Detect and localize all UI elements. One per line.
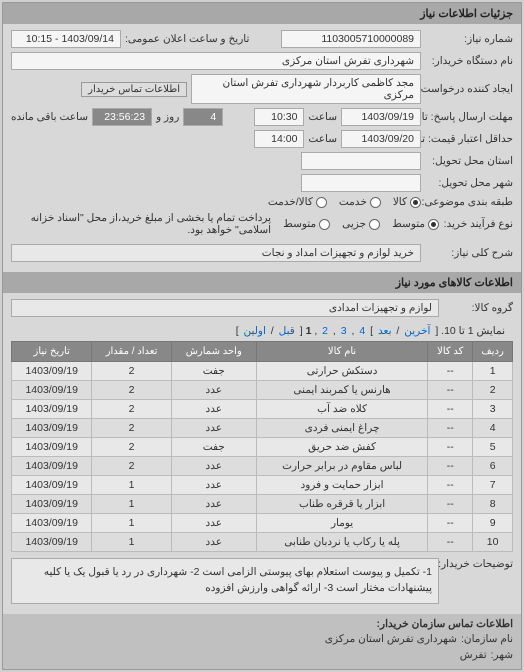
table-row: 6--لباس مقاوم در برابر حرارتعدد21403/09/… [12, 457, 513, 476]
valid-label: حداقل اعتبار قیمت: تا تاریخ: [425, 133, 513, 146]
footer-org-label: نام سازمان: [461, 633, 513, 645]
delivery-prov-value [301, 152, 421, 170]
col-header: تاریخ نیاز [12, 342, 92, 362]
footer-city-label: شهر: [491, 649, 513, 661]
valid-date: 1403/09/20 [341, 130, 421, 148]
requester-label: ایجاد کننده درخواست: [425, 83, 513, 95]
proc-label: نوع فرآیند خرید: [443, 218, 513, 230]
summary-value: خرید لوازم و تجهیزات امداد و نجات [11, 244, 421, 262]
table-row: 4--چراغ ایمنی فردیعدد21403/09/19 [12, 419, 513, 438]
goods-group-value: لوازم و تجهیزات امدادی [11, 299, 439, 317]
table-row: 10--پله یا رکاب یا نردبان طنابیعدد11403/… [12, 533, 513, 552]
pager-last[interactable]: آخرین [404, 325, 430, 337]
buyer-desc-value: 1- تکمیل و پیوست استعلام بهای پیوستی الز… [11, 558, 439, 604]
delivery-city-value [301, 174, 421, 192]
proc-opt-0[interactable]: متوسط [392, 218, 439, 230]
deadline-send-label: مهلت ارسال پاسخ: تا تاریخ: [425, 111, 513, 124]
proc-opt-1[interactable]: جزیی [342, 218, 380, 230]
days-unit: روز و [156, 111, 179, 123]
footer-title: اطلاعات تماس سازمان خریدار: [11, 618, 513, 630]
pager-page-3[interactable]: 3 [341, 325, 347, 337]
col-header: کد کالا [428, 342, 473, 362]
time-label-2: ساعت [308, 133, 337, 145]
table-row: 8--ابزار یا قرقره طنابعدد11403/09/19 [12, 495, 513, 514]
table-row: 5--کفش ضد حریقجفت21403/09/19 [12, 438, 513, 457]
pack-opt-1[interactable]: خدمت [339, 196, 381, 208]
buyer-org-value: شهرداری تفرش استان مرکزی [11, 52, 421, 70]
delivery-city-label: شهر محل تحویل: [425, 177, 513, 189]
table-row: 1--دستکش حرارتیجفت21403/09/19 [12, 362, 513, 381]
details-header: جزئیات اطلاعات نیاز [3, 3, 521, 24]
requester-value: مجد کاظمی کاربردار شهرداری تفرش استان مر… [191, 74, 421, 104]
announce-value: 1403/09/14 - 10:15 [11, 30, 121, 48]
time-remaining-suffix: ساعت باقی مانده [11, 111, 88, 123]
pack-opt-2[interactable]: کالا/خدمت [268, 196, 327, 208]
table-row: 2--هارنس یا کمربند ایمنیعدد21403/09/19 [12, 381, 513, 400]
col-header: نام کالا [256, 342, 427, 362]
pack-label: طبقه بندی موضوعی: [425, 196, 513, 208]
goods-table: ردیفکد کالانام کالاواحد شمارشتعداد / مقد… [11, 341, 513, 552]
req-no-label: شماره نیاز: [425, 33, 513, 45]
col-header: تعداد / مقدار [92, 342, 171, 362]
footer-city-value: تفرش [460, 649, 487, 661]
deadline-date: 1403/09/19 [341, 108, 421, 126]
req-no-value: 1103005710000089 [281, 30, 421, 48]
form-area: شماره نیاز: 1103005710000089 تاریخ و ساع… [3, 24, 521, 272]
days-remaining: 4 [183, 108, 223, 126]
table-row: 9--یومارعدد11403/09/19 [12, 514, 513, 533]
proc-radio-group: متوسط جزیی متوسط [283, 218, 439, 230]
goods-group-label: گروه کالا: [443, 302, 513, 314]
time-remaining: 23:56:23 [92, 108, 152, 126]
delivery-prov-label: استان محل تحویل: [425, 155, 513, 167]
proc-opt-2[interactable]: متوسط [283, 218, 330, 230]
buyer-org-label: نام دستگاه خریدار: [425, 55, 513, 67]
announce-label: تاریخ و ساعت اعلان عمومی: [125, 33, 249, 45]
pack-opt-0[interactable]: کالا [393, 196, 421, 208]
proc-note: پرداخت تمام یا بخشی از مبلغ خرید،از محل … [11, 212, 271, 236]
table-row: 7--ابزار حمایت و فرودعدد11403/09/19 [12, 476, 513, 495]
pack-radio-group: کالا خدمت کالا/خدمت [268, 196, 421, 208]
pager-current: 1 [306, 325, 312, 337]
table-row: 3--کلاه ضد آبعدد21403/09/19 [12, 400, 513, 419]
col-header: واحد شمارش [171, 342, 256, 362]
time-label-1: ساعت [308, 111, 337, 123]
contact-buyer-button[interactable]: اطلاعات تماس خریدار [81, 82, 187, 97]
pager-prev[interactable]: قبل [279, 325, 295, 337]
deadline-time: 10:30 [254, 108, 304, 126]
valid-time: 14:00 [254, 130, 304, 148]
footer-org-value: شهرداری تفرش استان مرکزی [325, 633, 457, 645]
goods-header: اطلاعات کالاهای مورد نیاز [3, 272, 521, 293]
pager-first[interactable]: اولین [244, 325, 266, 337]
pager: نمایش 1 تا 10. [ آخرین / بعد ] 4 , 3 , 2… [11, 321, 513, 341]
pager-page-2[interactable]: 2 [322, 325, 328, 337]
summary-label: شرح کلی نیاز: [425, 247, 513, 259]
col-header: ردیف [473, 342, 513, 362]
buyer-desc-label: توضیحات خریدار: [443, 558, 513, 570]
pager-page-4[interactable]: 4 [359, 325, 365, 337]
pager-next[interactable]: بعد [378, 325, 392, 337]
